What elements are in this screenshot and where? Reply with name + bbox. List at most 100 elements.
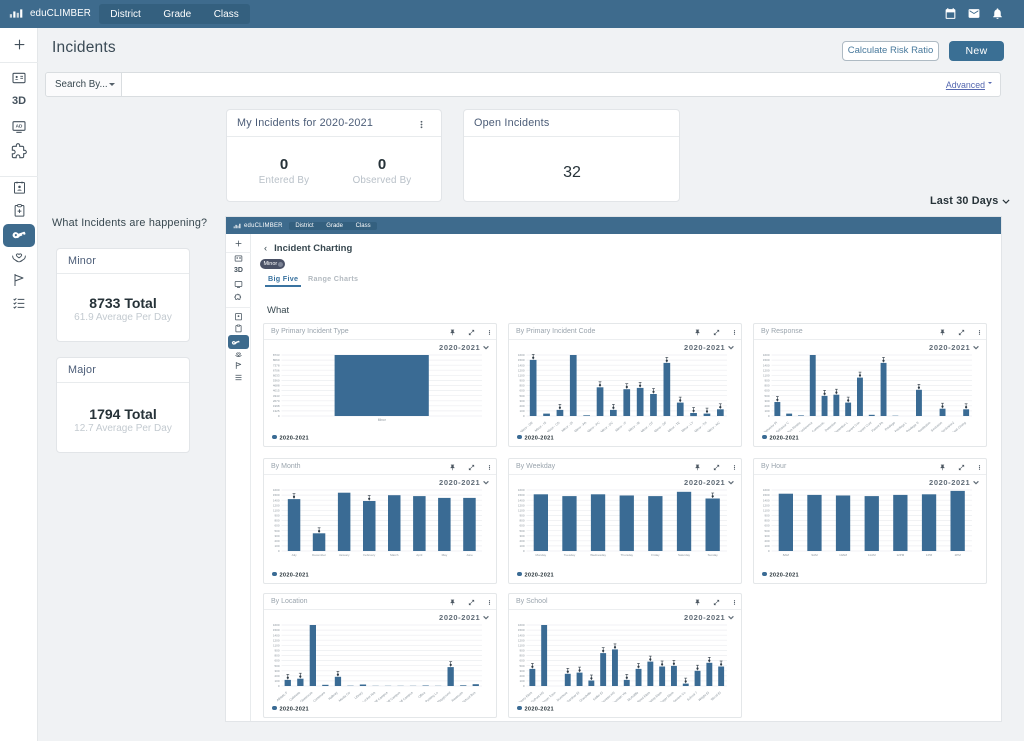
svg-text:1200: 1200 xyxy=(518,503,525,507)
svg-text:10AM: 10AM xyxy=(839,553,847,557)
svg-text:McAuliffe: McAuliffe xyxy=(627,691,640,702)
svg-text:1500: 1500 xyxy=(763,493,770,497)
svg-text:April: April xyxy=(416,553,422,557)
svg-text:1200: 1200 xyxy=(518,368,525,372)
svg-text:100: 100 xyxy=(519,679,524,683)
svg-text:1325: 1325 xyxy=(273,409,280,413)
svg-text:Privilege: Privilege xyxy=(884,421,896,432)
svg-text:0: 0 xyxy=(278,549,280,553)
svg-text:Office: Office xyxy=(417,691,426,700)
svg-text:AD: AD xyxy=(16,124,23,129)
svg-text:Minor - TE: Minor - TE xyxy=(667,421,681,432)
svg-text:Grandville: Grandville xyxy=(578,691,592,702)
svg-text:Saturday: Saturday xyxy=(678,553,691,557)
svg-text:8733: 8733 xyxy=(273,353,280,357)
svg-text:900: 900 xyxy=(519,379,524,383)
svg-text:5360: 5360 xyxy=(273,379,280,383)
svg-text:Severn Co: Severn Co xyxy=(672,691,686,702)
svg-text:4688: 4688 xyxy=(273,384,280,388)
svg-text:Wright El: Wright El xyxy=(698,691,711,702)
svg-text:300: 300 xyxy=(519,534,524,538)
svg-text:3343: 3343 xyxy=(273,394,280,398)
svg-text:July: July xyxy=(291,553,297,557)
svg-text:Sunday: Sunday xyxy=(708,553,719,557)
svg-text:Minor - DR: Minor - DR xyxy=(519,420,534,432)
svg-text:800: 800 xyxy=(764,519,769,523)
svg-text:1200: 1200 xyxy=(763,368,770,372)
svg-text:300: 300 xyxy=(274,534,279,538)
svg-text:200: 200 xyxy=(274,539,279,543)
svg-text:100: 100 xyxy=(274,679,279,683)
svg-text:0: 0 xyxy=(768,549,770,553)
svg-text:4015: 4015 xyxy=(273,389,280,393)
svg-text:1200: 1200 xyxy=(763,503,770,507)
svg-text:900: 900 xyxy=(274,649,279,653)
svg-text:0: 0 xyxy=(523,684,525,688)
svg-text:500: 500 xyxy=(274,664,279,668)
svg-text:March: March xyxy=(390,553,399,557)
svg-text:900: 900 xyxy=(274,514,279,518)
svg-text:May: May xyxy=(442,553,448,557)
svg-text:200: 200 xyxy=(519,674,524,678)
svg-text:800: 800 xyxy=(274,654,279,658)
svg-text:1200: 1200 xyxy=(518,638,525,642)
svg-text:200: 200 xyxy=(519,539,524,543)
svg-text:Tuesday: Tuesday xyxy=(564,553,576,557)
svg-text:Minor: Minor xyxy=(378,418,387,422)
svg-text:600: 600 xyxy=(519,524,524,528)
svg-text:Media Ctr: Media Ctr xyxy=(338,690,352,702)
svg-text:200: 200 xyxy=(519,404,524,408)
svg-text:1400: 1400 xyxy=(518,633,525,637)
svg-text:300: 300 xyxy=(519,669,524,673)
svg-text:600: 600 xyxy=(519,659,524,663)
svg-text:900: 900 xyxy=(519,649,524,653)
svg-text:Dunmore: Dunmore xyxy=(556,691,569,702)
svg-text:School 7: School 7 xyxy=(686,691,698,702)
svg-text:Communic: Communic xyxy=(811,420,826,432)
svg-text:1500: 1500 xyxy=(273,493,280,497)
svg-text:500: 500 xyxy=(764,529,769,533)
svg-text:1100: 1100 xyxy=(763,508,770,512)
svg-text:1400: 1400 xyxy=(518,363,525,367)
svg-text:June: June xyxy=(466,553,473,557)
svg-text:1500: 1500 xyxy=(518,493,525,497)
svg-text:0: 0 xyxy=(768,414,770,418)
svg-text:800: 800 xyxy=(519,654,524,658)
svg-text:Minor - IB: Minor - IB xyxy=(628,421,641,432)
svg-text:February: February xyxy=(363,553,376,557)
svg-text:1200: 1200 xyxy=(273,638,280,642)
svg-text:1500: 1500 xyxy=(273,628,280,632)
svg-text:200: 200 xyxy=(764,539,769,543)
svg-text:1998: 1998 xyxy=(273,404,280,408)
svg-text:1400: 1400 xyxy=(763,498,770,502)
svg-text:1600: 1600 xyxy=(763,488,770,492)
svg-text:300: 300 xyxy=(764,534,769,538)
svg-text:300: 300 xyxy=(519,399,524,403)
svg-text:900: 900 xyxy=(764,514,769,518)
svg-text:8060: 8060 xyxy=(273,358,280,362)
svg-text:Playground: Playground xyxy=(436,691,451,702)
svg-text:1100: 1100 xyxy=(763,373,770,377)
svg-text:800: 800 xyxy=(764,384,769,388)
svg-text:Thursday: Thursday xyxy=(621,553,634,557)
svg-text:1600: 1600 xyxy=(273,488,280,492)
svg-text:8AM: 8AM xyxy=(783,553,790,557)
svg-text:2670: 2670 xyxy=(273,399,280,403)
svg-text:500: 500 xyxy=(764,394,769,398)
svg-text:Commons: Commons xyxy=(312,690,326,702)
svg-text:1PM: 1PM xyxy=(926,553,933,557)
svg-text:1600: 1600 xyxy=(273,623,280,627)
svg-text:800: 800 xyxy=(519,519,524,523)
svg-text:School Bus: School Bus xyxy=(461,690,476,702)
svg-text:1400: 1400 xyxy=(273,498,280,502)
svg-text:300: 300 xyxy=(274,669,279,673)
svg-text:6706: 6706 xyxy=(273,368,280,372)
svg-text:0: 0 xyxy=(278,414,280,418)
svg-text:2PM: 2PM xyxy=(955,553,962,557)
svg-text:500: 500 xyxy=(519,529,524,533)
svg-text:600: 600 xyxy=(274,524,279,528)
svg-text:Minor - NC: Minor - NC xyxy=(707,420,722,432)
svg-text:Minor - CD: Minor - CD xyxy=(546,420,561,432)
svg-text:11AM: 11AM xyxy=(868,553,876,557)
svg-text:200: 200 xyxy=(274,674,279,678)
